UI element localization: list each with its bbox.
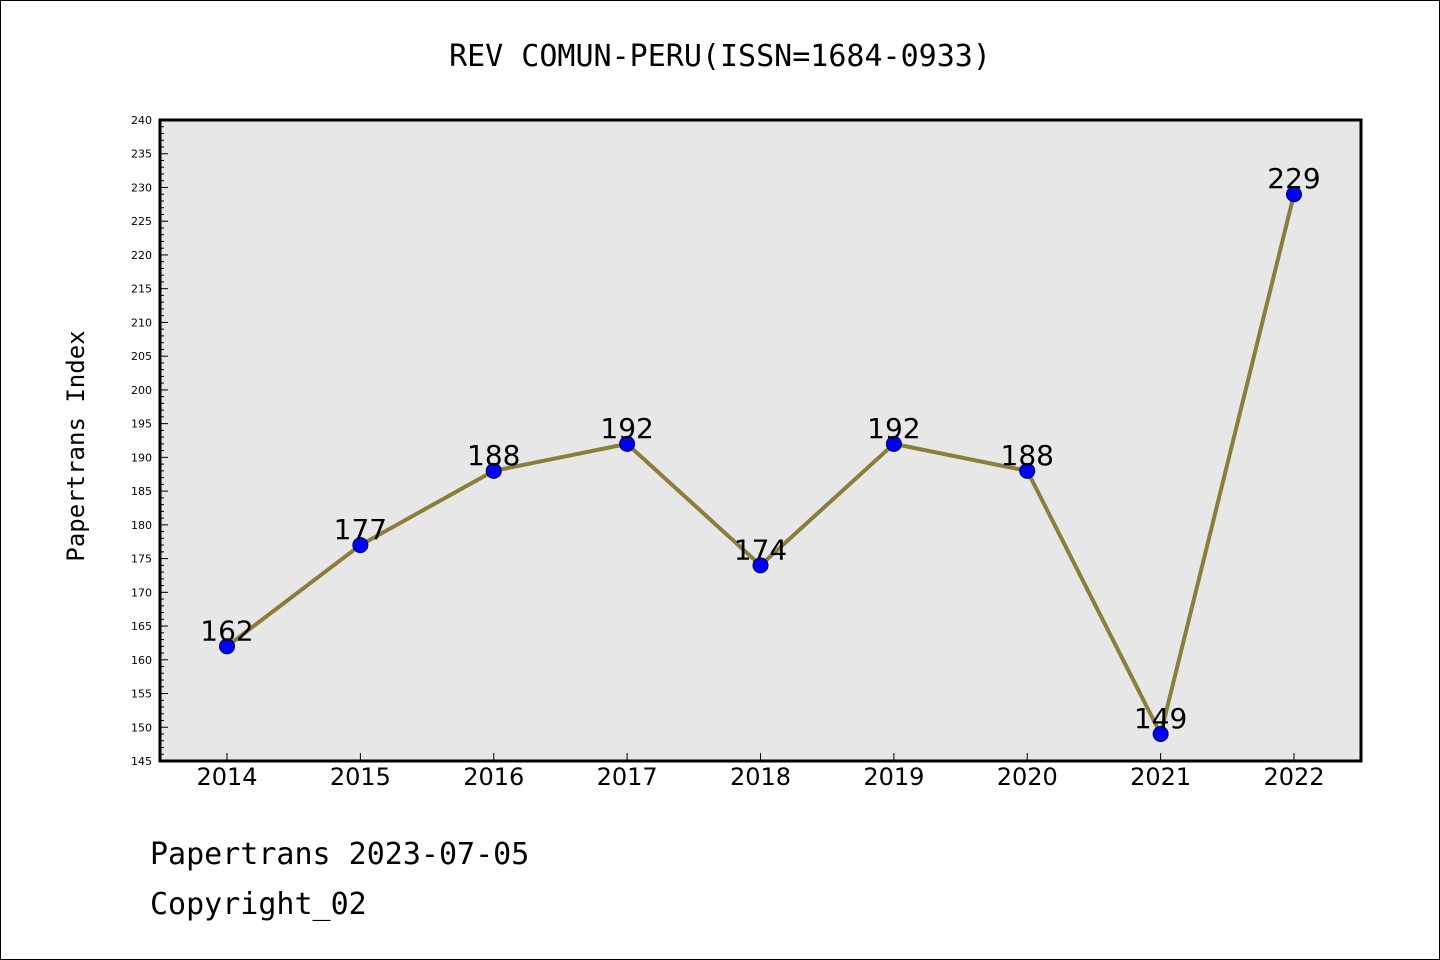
data-labels: 162 177 188 192 174 192 188 149 229: [200, 162, 1320, 735]
y-tick-label: 175: [131, 553, 152, 566]
data-point: [1286, 186, 1302, 203]
data-point: [219, 638, 235, 655]
x-tick-label: 2014: [196, 763, 257, 791]
data-label: 162: [200, 614, 253, 647]
x-tick-label: 2015: [330, 763, 391, 791]
x-tick-label: 2020: [997, 763, 1058, 791]
footer-date: Papertrans 2023-07-05: [150, 837, 529, 872]
y-tick-label: 155: [131, 688, 152, 701]
y-axis-label: Papertrans Index: [62, 330, 90, 561]
data-label: 174: [734, 533, 787, 566]
data-label: 188: [1001, 439, 1054, 472]
x-tick-label: 2018: [730, 763, 791, 791]
data-label: 229: [1267, 162, 1320, 195]
y-tick-label: 200: [131, 384, 152, 397]
data-label: 188: [467, 439, 520, 472]
y-tick-label: 150: [131, 721, 152, 734]
footer-copyright: Copyright_02: [150, 887, 367, 922]
data-point: [1019, 462, 1036, 479]
x-tick-label: 2019: [863, 763, 924, 791]
y-tick-label: 205: [131, 350, 152, 363]
y-tick-label: 235: [131, 148, 152, 161]
plot-area: [160, 120, 1361, 761]
y-tick-label: 160: [131, 654, 152, 667]
y-tick-label: 170: [131, 586, 152, 599]
y-tick-label: 185: [131, 485, 152, 498]
y-tick-label: 230: [131, 181, 152, 194]
x-tick-label: 2017: [597, 763, 658, 791]
data-point: [752, 557, 769, 574]
data-label: 192: [867, 412, 920, 445]
data-point: [485, 462, 502, 479]
y-tick-label: 145: [131, 755, 152, 768]
y-tick-label: 180: [131, 519, 152, 532]
y-tick-label: 190: [131, 451, 152, 464]
data-point: [1152, 726, 1169, 743]
data-point: [619, 435, 636, 452]
y-tick-label: 240: [131, 114, 152, 127]
y-tick-label: 210: [131, 316, 152, 329]
y-tick-label: 195: [131, 418, 152, 431]
data-label: 177: [334, 513, 387, 546]
chart-title: REV COMUN-PERU(ISSN=1684-0933): [449, 39, 991, 74]
plot-border: [158, 118, 1363, 763]
x-tick-label: 2016: [463, 763, 524, 791]
y-tick-label: 225: [131, 215, 152, 228]
y-tick-label: 165: [131, 620, 152, 633]
y-tick-label: 215: [131, 283, 152, 296]
y-axis: 145 150 155 160 165 170 175 180 185 190 195 200 205 2…: [131, 114, 168, 768]
data-label: 192: [600, 412, 653, 445]
data-markers: [219, 186, 1302, 743]
x-tick-label: 2022: [1263, 763, 1324, 791]
data-label: 149: [1134, 702, 1187, 735]
y-tick-label: 220: [131, 249, 152, 262]
x-tick-label: 2021: [1130, 763, 1191, 791]
data-point: [352, 537, 369, 554]
data-point: [885, 435, 902, 452]
